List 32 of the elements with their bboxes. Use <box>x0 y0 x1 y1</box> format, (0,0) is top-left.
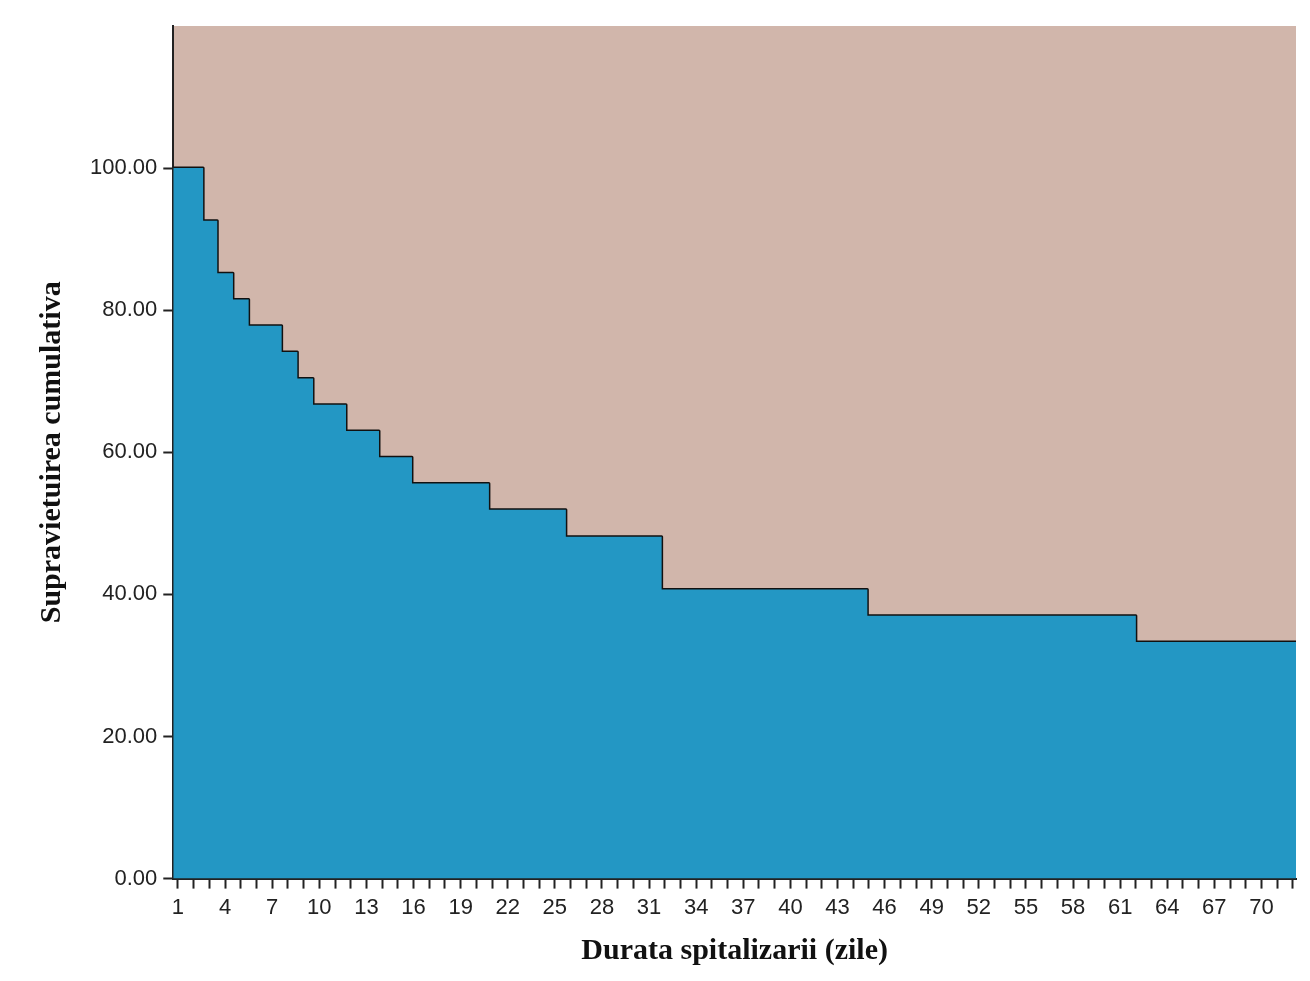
x-tick-label: 22 <box>495 893 520 919</box>
y-tick-label: 40.00 <box>102 580 158 606</box>
x-tick-label: 49 <box>919 893 944 919</box>
x-tick-label: 37 <box>731 893 756 919</box>
y-tick-label: 20.00 <box>102 722 158 748</box>
x-tick-label: 40 <box>778 893 803 919</box>
x-tick-label: 4 <box>218 893 232 919</box>
x-tick-label: 46 <box>872 893 897 919</box>
x-tick-label: 34 <box>683 893 709 919</box>
x-tick-label: 52 <box>966 893 992 919</box>
x-axis-title: Durata spitalizarii (zile) <box>581 931 888 966</box>
x-tick-label: 67 <box>1202 893 1227 919</box>
x-tick-label: 43 <box>825 893 850 919</box>
y-tick-label: 0.00 <box>114 864 158 890</box>
y-tick-label: 60.00 <box>102 438 158 464</box>
x-tick-label: 28 <box>589 893 615 919</box>
x-tick-label: 25 <box>542 893 568 919</box>
x-tick-label: 13 <box>354 893 379 919</box>
x-tick-label: 16 <box>401 893 426 919</box>
y-axis-title: Supravietuirea cumulativa <box>32 281 66 624</box>
x-tick-label: 64 <box>1155 893 1180 919</box>
x-tick-label: 31 <box>636 893 662 919</box>
x-tick-label: 7 <box>266 893 279 919</box>
x-tick-label: 1 <box>171 893 185 919</box>
y-tick-label: 80.00 <box>102 296 158 322</box>
x-tick-label: 19 <box>448 893 473 919</box>
x-tick-label: 61 <box>1107 893 1133 919</box>
y-tick-label: 100.00 <box>89 154 158 180</box>
x-tick-label: 70 <box>1249 893 1274 919</box>
x-tick-label: 55 <box>1013 893 1039 919</box>
x-tick-label: 10 <box>307 893 332 919</box>
x-tick-label: 58 <box>1060 893 1086 919</box>
